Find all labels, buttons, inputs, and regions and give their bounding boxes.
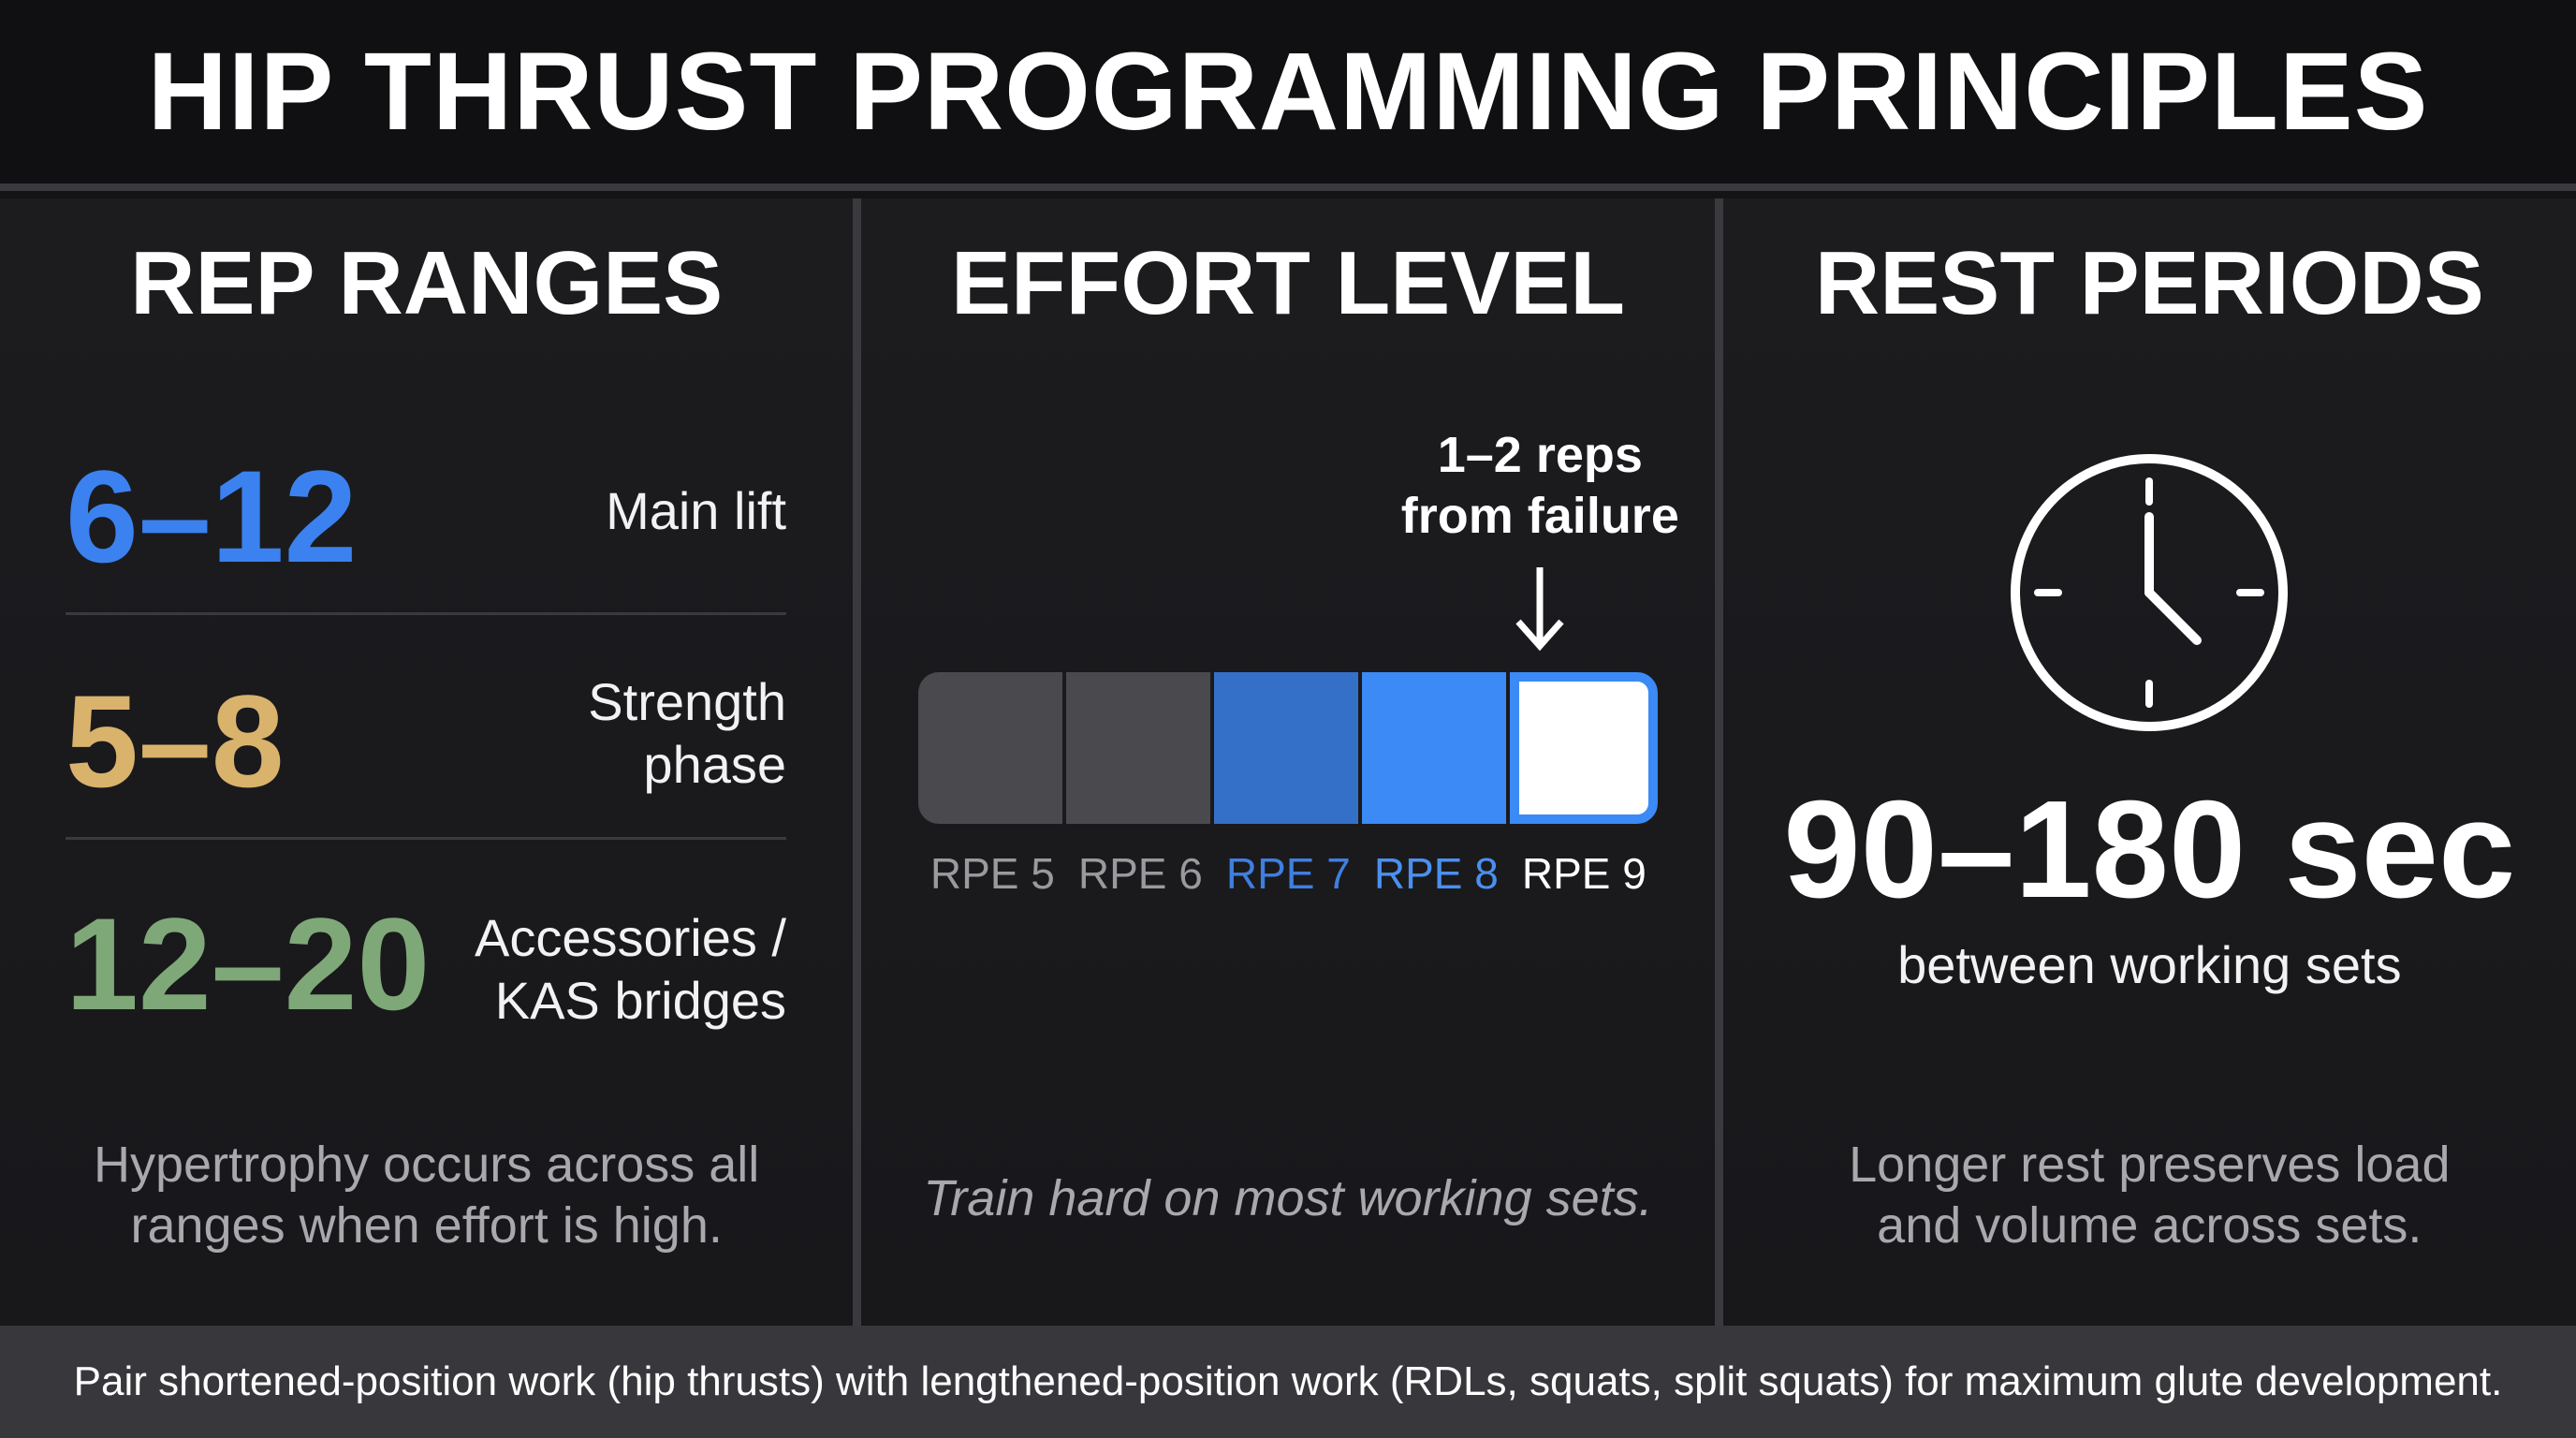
bottom-note: Pair shortened-position work (hip thrust… [73,1358,2503,1404]
failure-callout-line2: from failure [1400,487,1679,544]
rpe-segment [1362,672,1507,824]
panel-divider [1714,198,1723,1326]
rep-ranges-footnote-line1: Hypertrophy occurs across all [94,1137,760,1193]
rep-range-label: Main lift [606,479,786,542]
rest-footnote: Longer rest preserves load and volume ac… [1723,1135,2576,1256]
rpe-label: RPE 7 [1225,849,1351,898]
rep-range-value: 6–12 [66,443,358,590]
rep-range-label-line1: Main lift [606,481,786,540]
rep-range-value: 5–8 [66,668,285,814]
rpe-segment-highlighted [1510,672,1659,824]
rest-duration-value: 90–180 sec [1783,772,2516,927]
failure-callout: 1–2 reps from failure [1385,425,1694,547]
rest-periods-heading: REST PERIODS [1814,233,2484,333]
panel-divider [853,198,862,1326]
rep-range-label-line2: KAS bridges [494,971,786,1031]
rep-ranges-footnote-line2: ranges when effort is high. [130,1196,723,1254]
panels: REP RANGES 6–12 Main lift 5–8 Strength p… [0,198,2576,1326]
bottom-note-bar: Pair shortened-position work (hip thrust… [0,1326,2576,1438]
rep-row-accessories: 12–20 Accessories / KAS bridges [66,865,786,1080]
failure-callout-line1: 1–2 reps [1437,427,1643,483]
rpe-segment [918,672,1063,824]
rpe-label: RPE 8 [1373,849,1499,898]
rpe-label: RPE 5 [929,849,1055,898]
rpe-segment [1066,672,1211,824]
effort-level-panel: EFFORT LEVEL 1–2 reps from failure RPE 5… [861,198,1715,1326]
rep-divider [66,612,786,615]
rep-row-main-lift: 6–12 Main lift [66,425,786,640]
rest-duration-subtitle: between working sets [1897,935,2402,994]
rpe-label: RPE 9 [1521,849,1647,898]
page-title: HIP THRUST PROGRAMMING PRINCIPLES [147,30,2429,154]
rest-periods-panel: REST PERIODS 90–180 sec between working … [1722,198,2576,1326]
rep-divider [66,837,786,840]
rep-range-label: Accessories / KAS bridges [475,906,786,1032]
title-bar: HIP THRUST PROGRAMMING PRINCIPLES [0,0,2576,191]
rep-range-label-line1: Strength [588,672,786,731]
rep-range-value: 12–20 [66,890,431,1037]
rep-range-label-line2: phase [643,735,786,795]
rep-range-label: Strength phase [588,670,786,796]
rep-row-strength: 5–8 Strength phase [66,637,786,852]
effort-footnote: Train hard on most working sets. [923,1170,1653,1226]
rep-ranges-footnote: Hypertrophy occurs across all ranges whe… [0,1135,853,1256]
rpe-scale-bar [918,672,1659,824]
rpe-label: RPE 6 [1077,849,1203,898]
arrow-down-icon [1515,567,1564,652]
rpe-segment [1214,672,1359,824]
effort-level-heading: EFFORT LEVEL [950,233,1625,333]
rest-footnote-line2: and volume across sets. [1877,1196,2422,1254]
clock-icon [2010,454,2288,731]
rep-ranges-heading: REP RANGES [130,233,724,333]
rep-range-label-line1: Accessories / [475,908,786,967]
rest-footnote-line1: Longer rest preserves load [1849,1137,2451,1193]
rep-ranges-panel: REP RANGES 6–12 Main lift 5–8 Strength p… [0,198,854,1326]
